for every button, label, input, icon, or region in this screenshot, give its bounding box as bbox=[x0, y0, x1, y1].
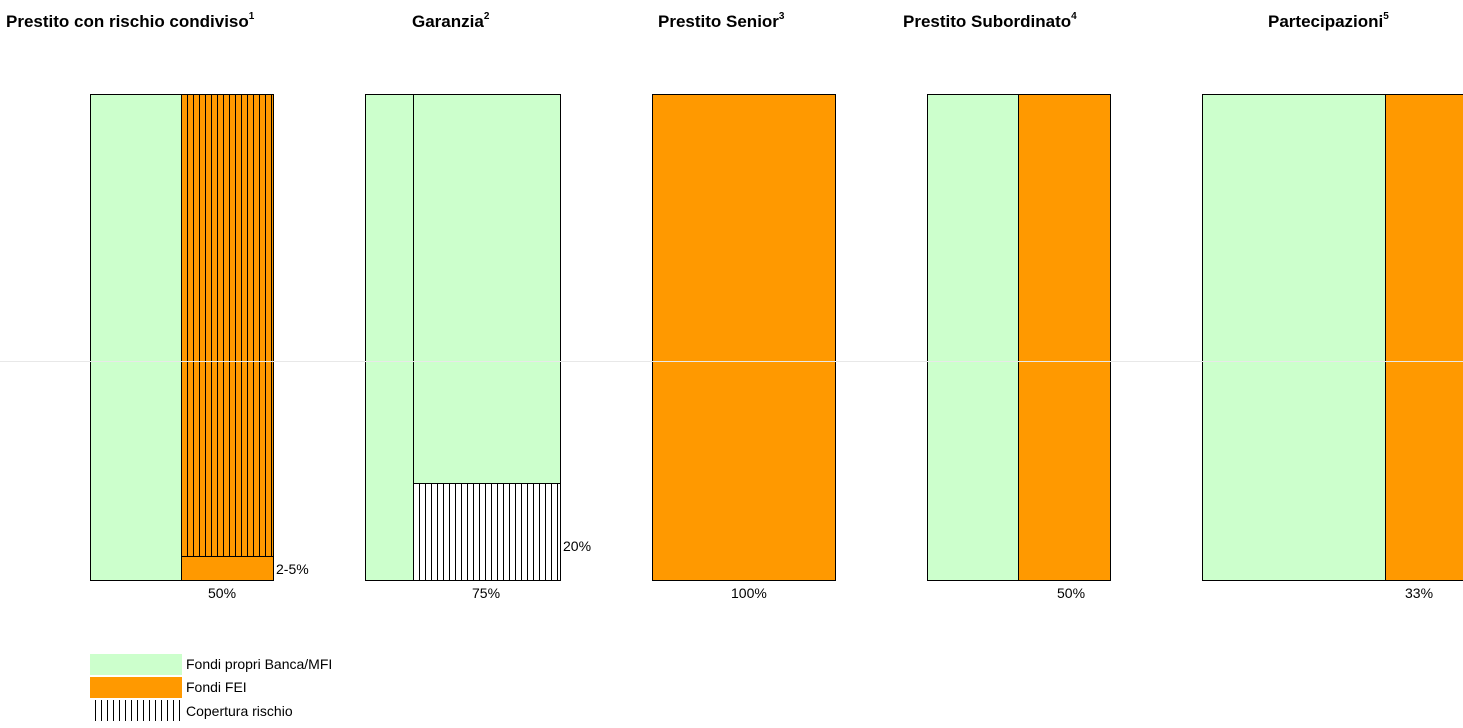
panel-title-shared-risk-loan: Prestito con rischio condiviso1 bbox=[6, 11, 255, 31]
panel-title-guarantee: Garanzia2 bbox=[412, 11, 490, 31]
own-funds-segment bbox=[90, 94, 182, 581]
bottom-label: 100% bbox=[731, 585, 767, 601]
segment-divider bbox=[181, 94, 182, 581]
own-funds-segment bbox=[927, 94, 1019, 581]
segment-divider bbox=[181, 556, 274, 557]
legend-label-risk-coverage: Copertura rischio bbox=[186, 703, 293, 719]
segment-divider bbox=[413, 483, 561, 484]
panel-frame bbox=[927, 94, 1111, 581]
panel-frame bbox=[652, 94, 836, 581]
legend-label-eif-funds: Fondi FEI bbox=[186, 679, 247, 695]
eif-funds-segment bbox=[1019, 94, 1111, 581]
segment-divider bbox=[1385, 94, 1386, 581]
legend-swatch-own-funds bbox=[90, 654, 182, 675]
bottom-label: 50% bbox=[1057, 585, 1086, 601]
segment-divider bbox=[413, 94, 414, 581]
bottom-label: 75% bbox=[472, 585, 501, 601]
bottom-label: 50% bbox=[208, 585, 237, 601]
panel-frame bbox=[365, 94, 561, 581]
legend-swatch-risk-coverage bbox=[90, 700, 182, 721]
eif-funds-segment bbox=[182, 557, 274, 581]
panel-frame bbox=[1202, 94, 1463, 581]
legend-swatch-eif-funds bbox=[90, 677, 182, 698]
legend-label-own-funds: Fondi propri Banca/MFI bbox=[186, 656, 333, 672]
side-label: 20% bbox=[563, 538, 592, 554]
eif-funds-risk-cover-segment bbox=[182, 94, 274, 557]
risk-cover-segment bbox=[414, 483, 561, 581]
eif-funds-segment bbox=[1386, 94, 1463, 581]
panel-title-subordinated-loan: Prestito Subordinato4 bbox=[903, 11, 1077, 31]
own-funds-segment bbox=[1202, 94, 1386, 581]
panel-title-senior-loan: Prestito Senior3 bbox=[658, 11, 785, 31]
segment-divider bbox=[1018, 94, 1019, 581]
horizontal-guide bbox=[0, 361, 1463, 362]
eif-funds-segment bbox=[652, 94, 836, 581]
panel-frame bbox=[90, 94, 274, 581]
side-label: 2-5% bbox=[276, 561, 309, 577]
panel-title-equity: Partecipazioni5 bbox=[1268, 11, 1389, 31]
bottom-label: 33% bbox=[1405, 585, 1434, 601]
